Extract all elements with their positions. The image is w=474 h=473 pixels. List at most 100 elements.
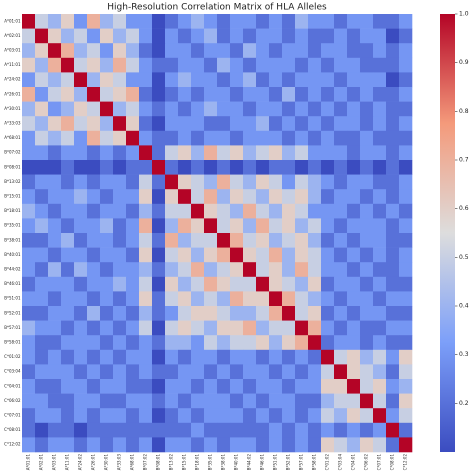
heatmap-cell — [178, 335, 192, 351]
heatmap-cell — [100, 14, 114, 29]
heatmap-cell — [399, 116, 413, 132]
heatmap-cell — [321, 379, 335, 394]
heatmap-cell — [360, 408, 374, 424]
heatmap-cell — [100, 218, 114, 234]
heatmap-cell — [386, 174, 400, 190]
heatmap-cell — [360, 262, 374, 278]
heatmap-cell — [217, 364, 231, 380]
heatmap-cell — [191, 379, 205, 394]
heatmap-cell — [100, 276, 114, 292]
heatmap-cell — [308, 306, 322, 321]
heatmap-cell — [178, 72, 192, 88]
heatmap-cell — [295, 262, 309, 278]
heatmap-cell — [165, 262, 179, 278]
heatmap-cell — [48, 116, 62, 132]
heatmap-cell — [165, 320, 179, 336]
y-tick-label: A*11:01 — [4, 62, 21, 67]
heatmap-cell — [256, 28, 270, 44]
heatmap-cell — [100, 306, 114, 321]
heatmap-cell — [399, 437, 413, 453]
heatmap-cell — [256, 145, 270, 161]
heatmap-cell — [204, 408, 218, 424]
heatmap-cell — [399, 174, 413, 190]
heatmap-cell — [139, 364, 153, 380]
heatmap-cell — [308, 160, 322, 175]
heatmap-cell — [295, 189, 309, 205]
heatmap-cell — [321, 276, 335, 292]
heatmap-cell — [61, 130, 75, 146]
heatmap-cell — [256, 101, 270, 117]
heatmap-cell — [191, 160, 205, 175]
heatmap-cell — [243, 14, 257, 29]
heatmap-cell — [347, 145, 361, 161]
heatmap-cell — [74, 349, 88, 365]
heatmap-cell — [48, 14, 62, 29]
heatmap-cell — [256, 233, 270, 248]
y-tick-label: A*02:01 — [4, 33, 21, 38]
heatmap-cell — [139, 189, 153, 205]
heatmap-cell — [269, 364, 283, 380]
heatmap-cell — [22, 364, 36, 380]
heatmap-cell — [347, 174, 361, 190]
y-tick-label: A*33:03 — [4, 121, 21, 126]
heatmap-cell — [152, 233, 166, 248]
heatmap-cell — [87, 101, 101, 117]
heatmap-cell — [399, 203, 413, 219]
heatmap-cell — [347, 189, 361, 205]
heatmap-cell — [399, 218, 413, 234]
heatmap-cell — [386, 291, 400, 307]
heatmap-cell — [256, 14, 270, 29]
heatmap-cell — [360, 276, 374, 292]
heatmap-cell — [113, 43, 127, 59]
heatmap-cell — [191, 72, 205, 88]
heatmap-cell — [22, 276, 36, 292]
heatmap-cell — [399, 57, 413, 73]
heatmap-cell — [321, 72, 335, 88]
heatmap-cell — [165, 203, 179, 219]
heatmap-cell — [295, 437, 309, 453]
heatmap-cell — [256, 364, 270, 380]
heatmap-cell — [35, 101, 49, 117]
heatmap-cell — [269, 130, 283, 146]
heatmap-cell — [74, 189, 88, 205]
heatmap-cell — [48, 160, 62, 175]
colorbar-tick-label: 0.4 — [459, 303, 469, 310]
heatmap-cell — [61, 145, 75, 161]
heatmap-cell — [321, 101, 335, 117]
heatmap-cell — [373, 306, 387, 321]
heatmap-cell — [204, 233, 218, 248]
heatmap-cell — [152, 218, 166, 234]
heatmap-cell — [35, 218, 49, 234]
heatmap-cell — [373, 291, 387, 307]
heatmap-cell — [139, 43, 153, 59]
heatmap-cell — [295, 320, 309, 336]
heatmap-cell — [204, 306, 218, 321]
heatmap-cell — [321, 247, 335, 263]
heatmap-cell — [230, 437, 244, 453]
heatmap-cell — [61, 189, 75, 205]
heatmap-cell — [347, 28, 361, 44]
heatmap-cell — [48, 422, 62, 438]
heatmap-cell — [269, 87, 283, 102]
heatmap-cell — [230, 233, 244, 248]
heatmap-cell — [269, 379, 283, 394]
heatmap-cell — [399, 408, 413, 424]
heatmap-cell — [113, 203, 127, 219]
heatmap-cell — [191, 262, 205, 278]
heatmap-cell — [165, 379, 179, 394]
heatmap-cell — [113, 174, 127, 190]
heatmap-cell — [308, 130, 322, 146]
heatmap-cell — [74, 276, 88, 292]
heatmap-cell — [334, 233, 348, 248]
heatmap-cell — [269, 393, 283, 409]
heatmap-cell — [217, 174, 231, 190]
heatmap-cell — [308, 233, 322, 248]
heatmap-cell — [35, 408, 49, 424]
heatmap-cell — [217, 72, 231, 88]
heatmap-cell — [204, 437, 218, 453]
heatmap-cell — [48, 291, 62, 307]
heatmap-cell — [22, 160, 36, 175]
heatmap-cell — [61, 379, 75, 394]
heatmap-cell — [22, 379, 36, 394]
heatmap-cell — [386, 276, 400, 292]
